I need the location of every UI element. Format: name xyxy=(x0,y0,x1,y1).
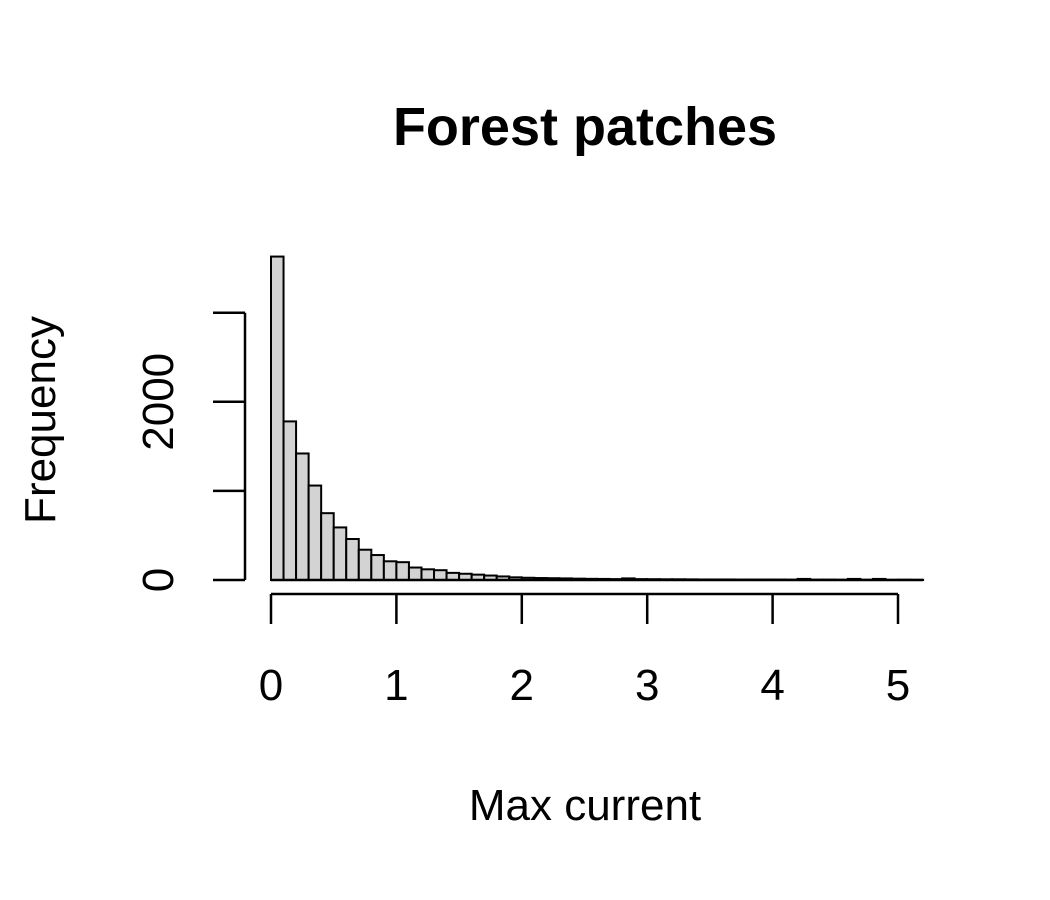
y-tick-label: 0 xyxy=(134,568,183,592)
histogram-bar xyxy=(395,561,410,581)
histogram-bar xyxy=(320,512,335,581)
histogram-bar xyxy=(332,526,348,581)
histogram-bar xyxy=(407,566,423,582)
histogram-bar xyxy=(370,554,385,581)
y-axis-label: Frequency xyxy=(16,316,65,524)
histogram-bar xyxy=(345,538,360,582)
x-axis: 0 1 2 3 4 5 xyxy=(259,592,910,710)
bars-group xyxy=(270,255,925,582)
x-tick-label: 4 xyxy=(760,661,784,710)
x-tick-label: 0 xyxy=(259,661,283,710)
chart-title: Forest patches xyxy=(393,97,777,157)
histogram-bar xyxy=(433,569,448,582)
histogram-bar xyxy=(295,452,310,582)
x-tick-label: 5 xyxy=(886,661,910,710)
histogram-bar xyxy=(282,420,298,581)
histogram-bar xyxy=(270,255,285,581)
x-tick-label: 2 xyxy=(510,661,534,710)
y-axis: 0 2000 xyxy=(134,311,247,592)
histogram-bar xyxy=(420,568,436,581)
histogram-bar xyxy=(307,484,323,581)
histogram-bar xyxy=(382,560,398,581)
x-tick-label: 1 xyxy=(384,661,408,710)
histogram-bar xyxy=(357,548,373,582)
x-axis-label: Max current xyxy=(469,781,701,830)
x-tick-label: 3 xyxy=(635,661,659,710)
y-tick-label: 2000 xyxy=(134,353,183,451)
